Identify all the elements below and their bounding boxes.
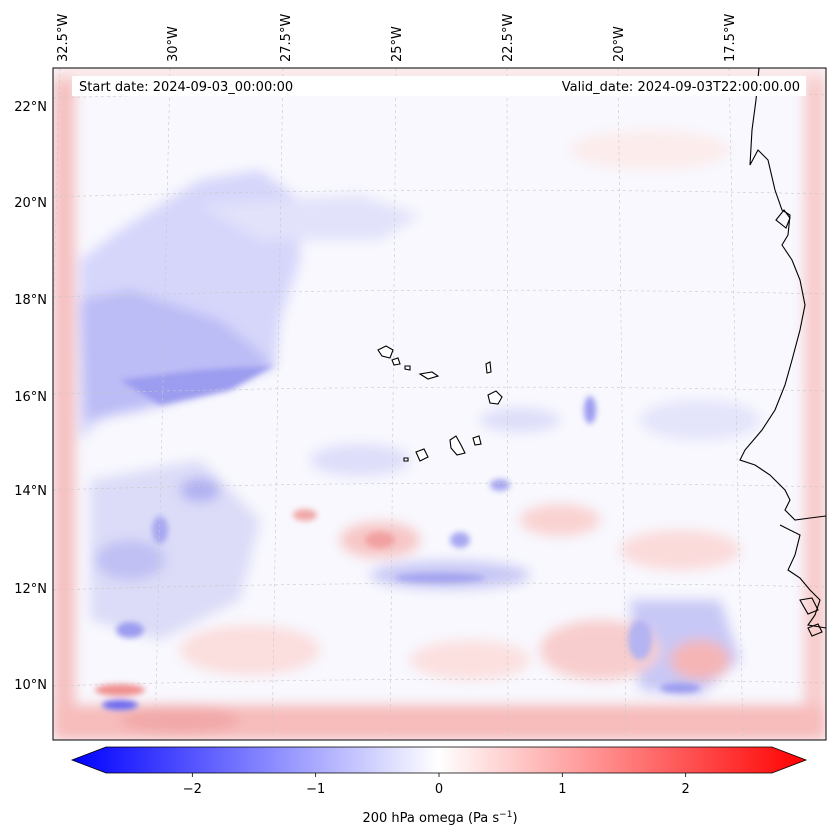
- valid-date-label: Valid_date: 2024-09-03T22:00:00.00: [562, 80, 800, 95]
- lat-label: 20°N: [14, 196, 47, 211]
- lat-label: 12°N: [14, 582, 47, 597]
- lon-label: 20°W: [612, 26, 627, 62]
- map-panel: [53, 68, 826, 740]
- start-date-label: Start date: 2024-09-03_00:00:00: [79, 80, 293, 95]
- coastline: [739, 68, 826, 637]
- lon-label: 25°W: [390, 26, 405, 62]
- lon-label: 27.5°W: [279, 14, 294, 62]
- lat-label: 22°N: [14, 100, 47, 115]
- lat-label: 14°N: [14, 484, 47, 499]
- colorbar-tick-label: 2: [682, 782, 690, 797]
- lat-label: 16°N: [14, 390, 47, 405]
- cape-verde-islands: [377, 345, 503, 462]
- lon-label: 32.5°W: [56, 14, 71, 62]
- lon-label: 22.5°W: [501, 14, 516, 62]
- colorbar-tick-label: 0: [435, 782, 443, 797]
- lat-label: 10°N: [14, 678, 47, 693]
- west-africa-coast: [739, 68, 826, 629]
- lat-labels: 22°N 20°N 18°N 16°N 14°N 12°N 10°N: [14, 100, 47, 693]
- date-strip: [72, 76, 806, 96]
- colorbar-tick-label: −2: [183, 782, 202, 797]
- lat-label: 18°N: [14, 293, 47, 308]
- lon-label: 17.5°W: [723, 14, 738, 62]
- lon-labels: 32.5°W 30°W 27.5°W 25°W 22.5°W 20°W 17.5…: [56, 14, 738, 62]
- colorbar-label: 200 hPa omega (Pa s−1): [362, 810, 517, 826]
- colorbar-ticks: −2 −1 0 1 2: [183, 773, 690, 797]
- colorbar-tick-label: 1: [558, 782, 566, 797]
- colorbar-tick-label: −1: [306, 782, 325, 797]
- gridlines: [53, 68, 826, 740]
- map-frame: [52, 67, 827, 741]
- lon-label: 30°W: [166, 26, 181, 62]
- colorbar: −2 −1 0 1 2 200 hPa omega (Pa s−1): [70, 746, 808, 826]
- colorbar-bar: [70, 746, 808, 774]
- omega-field-detail: [95, 365, 700, 710]
